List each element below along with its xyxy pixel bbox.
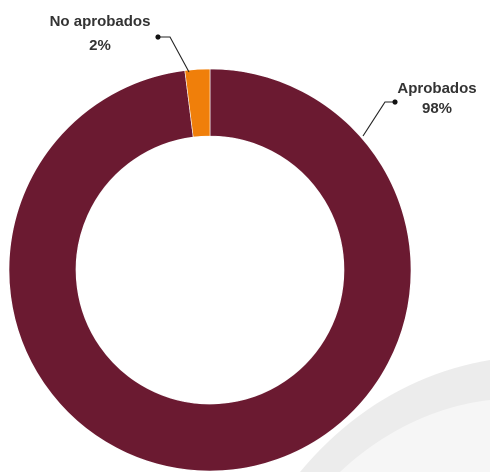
label-no-aprobados: No aprobados 2% (50, 13, 151, 54)
leader-line-no-aprobados (158, 36, 190, 73)
slice-label-no-aprobados-name: No aprobados (50, 13, 151, 30)
leader-dot-aprobados (392, 99, 398, 105)
slices-layer (8, 68, 412, 472)
label-aprobados: Aprobados 98% (397, 80, 476, 117)
leader-line-aprobados (362, 101, 395, 137)
slice-no-aprobados (184, 68, 211, 138)
background-swoosh-light (340, 400, 490, 472)
leader-dot-no-aprobados (155, 34, 161, 40)
slice-aprobados (8, 68, 412, 472)
slice-label-aprobados-name: Aprobados (397, 80, 476, 97)
slice-label-no-aprobados-value: 2% (89, 37, 111, 54)
slice-label-aprobados-value: 98% (422, 100, 452, 117)
